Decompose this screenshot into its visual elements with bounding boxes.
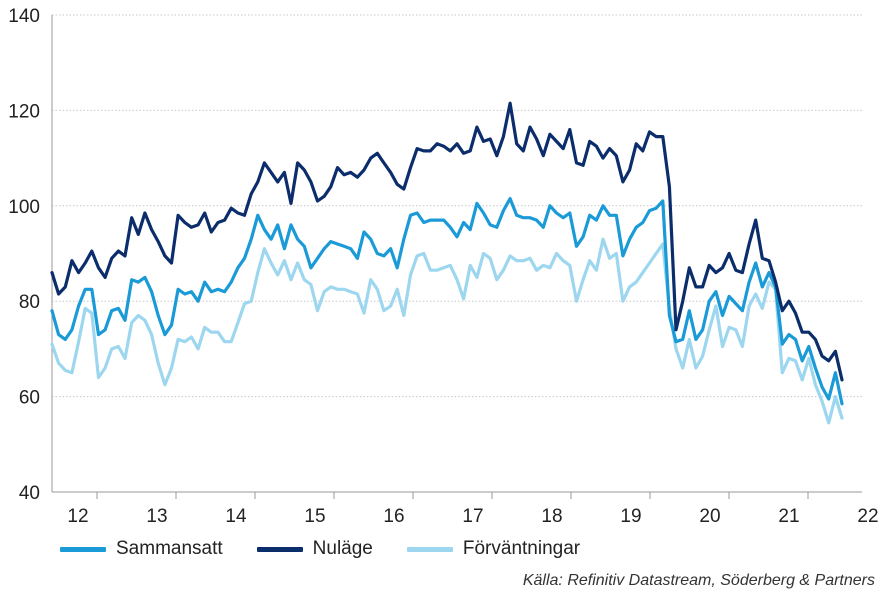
x-tick-label-22: 22 [857, 506, 878, 527]
x-tick-label-14: 14 [225, 506, 247, 527]
y-tick-label-120: 120 [8, 101, 40, 122]
legend-item-sammansatt: Sammansatt [60, 538, 223, 560]
x-tick-label-21: 21 [778, 506, 799, 527]
y-tick-label-40: 40 [19, 483, 40, 504]
x-tick-label-19: 19 [620, 506, 641, 527]
source-note: Källa: Refinitiv Datastream, Söderberg &… [522, 572, 875, 589]
axes [51, 15, 862, 499]
tick-labels: 40 60 80 100 120 140 12 13 14 15 16 17 18 19 20 21 22 [8, 6, 878, 527]
series-line-frvntningar [50, 237, 844, 425]
legend-swatch-forvantningar [406, 546, 453, 552]
x-tick-label-16: 16 [383, 506, 404, 527]
chart: 40 60 80 100 120 140 12 13 14 15 16 17 18 19 20 21 22 [8, 6, 878, 527]
legend-swatch-nulage [256, 546, 303, 552]
x-tick-label-20: 20 [699, 506, 720, 527]
x-tick-label-18: 18 [541, 506, 562, 527]
y-tick-label-60: 60 [19, 388, 40, 409]
series-line-sammansatt [50, 197, 844, 406]
legend: Sammansatt Nuläge Förväntningar [60, 538, 580, 560]
legend-label-nulage: Nuläge [312, 538, 373, 559]
legend-item-nulage: Nuläge [256, 538, 373, 560]
legend-label-sammansatt: Sammansatt [116, 538, 223, 559]
legend-swatch-sammansatt [60, 546, 106, 552]
series-lines [50, 101, 844, 425]
x-tick-label-13: 13 [146, 506, 167, 527]
y-tick-label-80: 80 [19, 292, 40, 313]
series-line-nulge [50, 101, 844, 382]
x-tick-label-12: 12 [67, 506, 88, 527]
y-tick-label-140: 140 [8, 6, 40, 27]
x-tick-label-17: 17 [462, 506, 483, 527]
legend-item-forvantningar: Förväntningar [406, 538, 581, 560]
x-tick-label-15: 15 [304, 506, 325, 527]
legend-label-forvantningar: Förväntningar [462, 538, 581, 559]
y-tick-label-100: 100 [8, 197, 40, 218]
